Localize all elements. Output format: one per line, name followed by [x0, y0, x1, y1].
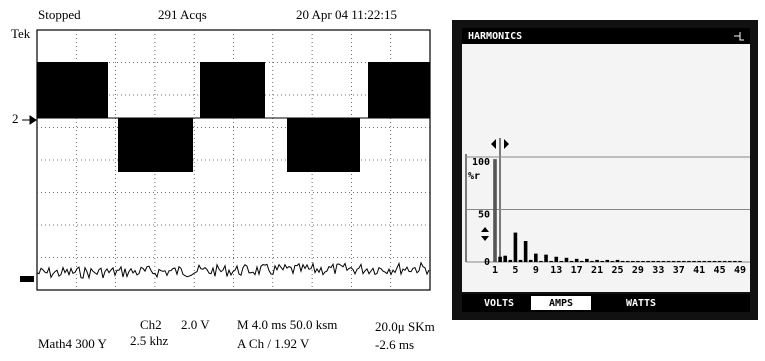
readout: Math4 300 Y: [38, 336, 107, 351]
bar: [560, 261, 564, 262]
readout: -2.6 ms: [375, 337, 414, 352]
bar: [631, 261, 635, 262]
bar: [692, 261, 696, 262]
x-tick-label: 25: [611, 265, 623, 276]
bar: [519, 260, 523, 262]
bar: [509, 260, 513, 262]
bar: [636, 261, 640, 262]
bar: [503, 256, 507, 262]
bar: [657, 261, 661, 262]
bar: [539, 261, 543, 262]
bar: [641, 261, 645, 262]
panel-screen: [462, 28, 750, 292]
bar: [616, 260, 620, 262]
bar: [667, 261, 671, 262]
y-tick-label: 100: [472, 157, 490, 168]
brand: Tek: [11, 26, 31, 41]
bar: [590, 261, 594, 262]
bar: [585, 259, 589, 262]
x-tick-label: 29: [632, 265, 644, 276]
bar: [534, 254, 538, 262]
bar: [621, 261, 625, 262]
harmonics-panel: HARMONICS %r 0 50 100 1 5 9 13 17 21 25 29 33 37 41 45…: [452, 20, 758, 320]
x-tick-label: 49: [734, 265, 746, 276]
y-tick-label: 0: [484, 257, 490, 268]
x-tick-label: 13: [550, 265, 562, 276]
bar: [493, 159, 497, 262]
bar: [718, 261, 722, 262]
bar: [605, 260, 609, 262]
readout: 2.5 khz: [130, 333, 169, 348]
readout: 2.0 V: [181, 317, 210, 332]
bar: [498, 257, 502, 262]
bar: [646, 261, 650, 262]
bar: [570, 261, 574, 262]
readout: Ch2: [140, 317, 162, 332]
bar: [708, 261, 712, 262]
y-tick-label: 50: [478, 210, 490, 221]
bar: [524, 241, 528, 262]
x-tick-label: 41: [693, 265, 705, 276]
acquisitions: 291 Acqs: [158, 7, 207, 22]
tab-label[interactable]: VOLTS: [484, 298, 514, 309]
bar: [723, 261, 727, 262]
bar: [713, 261, 717, 262]
y-unit: %r: [468, 171, 480, 182]
x-tick-label: 9: [533, 265, 539, 276]
bar: [580, 261, 584, 262]
readout: 20.0μ SKm: [375, 319, 435, 334]
bar: [702, 261, 706, 262]
bar: [595, 260, 599, 262]
x-tick-label: 5: [512, 265, 518, 276]
bar: [672, 261, 676, 262]
bar: [600, 261, 604, 262]
x-tick-label: 45: [714, 265, 726, 276]
math-marker: [20, 276, 34, 282]
bar: [514, 233, 518, 262]
x-tick-label: 21: [591, 265, 603, 276]
scope: Stopped 291 Acqs 20 Apr 04 11:22:15 Tek …: [11, 7, 435, 352]
marker-arrow: [22, 116, 36, 124]
channel-marker: 2: [12, 111, 19, 126]
x-tick-label: 37: [673, 265, 685, 276]
readout: M 4.0 ms 50.0 ksm: [237, 317, 337, 332]
bar: [738, 261, 742, 262]
x-tick-label: 33: [652, 265, 664, 276]
bar: [575, 259, 579, 262]
bar: [728, 261, 732, 262]
bar: [544, 255, 548, 262]
timestamp: 20 Apr 04 11:22:15: [296, 7, 397, 22]
bar: [733, 261, 737, 262]
bar: [554, 257, 558, 262]
bar: [529, 260, 533, 262]
bar: [677, 261, 681, 262]
bar: [682, 261, 686, 262]
readout: A Ch / 1.92 V: [237, 336, 310, 351]
bar: [697, 261, 701, 262]
screenshot: Stopped 291 Acqs 20 Apr 04 11:22:15 Tek …: [0, 0, 765, 356]
panel-title: HARMONICS: [468, 31, 522, 42]
tab-label[interactable]: AMPS: [549, 298, 573, 309]
bar: [687, 261, 691, 262]
bar: [626, 261, 630, 262]
x-tick-label: 17: [571, 265, 583, 276]
bar: [611, 261, 615, 262]
bar: [651, 261, 655, 262]
bar: [549, 261, 553, 262]
status: Stopped: [38, 7, 81, 22]
tab-label[interactable]: WATTS: [626, 298, 656, 309]
bar: [662, 261, 666, 262]
bar: [565, 258, 569, 262]
x-tick-label: 1: [492, 265, 498, 276]
